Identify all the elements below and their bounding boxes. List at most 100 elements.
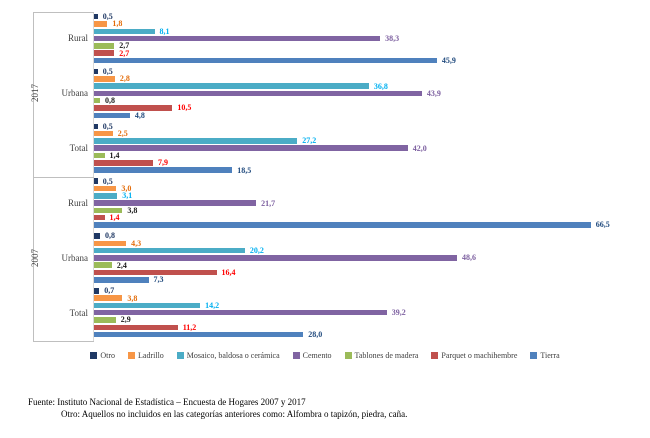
bar-mosaico-baldosa-o-cer-mica [94, 302, 201, 309]
bar-mosaico-baldosa-o-cer-mica [94, 247, 245, 254]
legend-item: Mosaico, baldosa o cerámica [176, 351, 280, 360]
footer-source-line: Fuente: Instituto Nacional de Estadístic… [28, 397, 306, 407]
bar-value-label: 2,4 [116, 260, 127, 270]
bar-tablones-de-madera [94, 152, 105, 159]
category-axis-line [93, 12, 94, 341]
bar-value-label: 42,0 [412, 143, 427, 153]
category-axis-tick-label: Urbana [61, 252, 89, 263]
bar-value-label: 28,0 [308, 330, 323, 339]
bar-value-label: 39,2 [391, 308, 406, 318]
bar-value-label: 0,8 [105, 231, 115, 241]
bar-otro [94, 68, 98, 75]
bar-value-label: 27,2 [302, 136, 317, 146]
bar-cemento [94, 90, 422, 97]
bar-cemento [94, 255, 457, 261]
bar-value-label: 2,8 [119, 74, 130, 84]
bar-value-label: 43,9 [426, 88, 441, 98]
bar-mosaico-baldosa-o-cer-mica [94, 193, 118, 199]
bar-otro [94, 123, 98, 129]
bar-tierra [94, 331, 304, 338]
bar-parquet-o-machihembre [94, 50, 115, 56]
year-separator-line [33, 12, 94, 13]
bar-tablones-de-madera [94, 207, 123, 214]
bar-value-label: 0,5 [102, 66, 113, 76]
bar-parquet-o-machihembre [94, 160, 153, 166]
bar-value-label: 3,8 [127, 205, 138, 215]
bar-parquet-o-machihembre [94, 214, 105, 221]
bar-value-label: 36,8 [373, 81, 388, 91]
bar-value-label: 1,4 [109, 150, 120, 160]
bar-mosaico-baldosa-o-cer-mica [94, 28, 155, 34]
legend-swatch-icon [128, 352, 136, 359]
bar-value-label: 4,8 [134, 110, 145, 120]
bar-value-label: 1,4 [109, 213, 120, 223]
bar-parquet-o-machihembre [94, 269, 217, 276]
bar-value-label: 2,9 [120, 315, 131, 325]
legend-item: Otro [90, 351, 115, 360]
bar-value-label: 20,2 [249, 246, 264, 255]
bar-value-label: 21,7 [261, 198, 276, 208]
bar-value-label: 14,2 [205, 300, 220, 310]
legend-swatch-icon [90, 352, 98, 359]
bar-tierra [94, 167, 233, 173]
bar-tierra [94, 57, 437, 64]
legend-item: Tierra [530, 351, 560, 360]
bar-tierra [94, 222, 591, 228]
bar-value-label: 2,7 [119, 48, 130, 58]
bar-ladrillo [94, 76, 115, 82]
legend-label: Tierra [540, 351, 560, 360]
bar-value-label: 1,8 [112, 19, 123, 29]
bar-tierra [94, 112, 130, 118]
bar-value-label: 0,5 [102, 121, 113, 131]
bar-value-label: 66,5 [595, 220, 610, 230]
bar-value-label: 8,1 [159, 26, 170, 36]
bar-mosaico-baldosa-o-cer-mica [94, 83, 369, 89]
bar-otro [94, 233, 100, 239]
category-axis-tick-label: Rural [68, 197, 88, 208]
footer-otro-note-line: Otro: Aquellos no incluidos en las categ… [61, 409, 408, 419]
legend-label: Ladrillo [138, 351, 164, 360]
bar-value-label: 7,9 [158, 158, 168, 168]
legend-label: Mosaico, baldosa o cerámica [186, 351, 280, 360]
legend-label: Cemento [302, 351, 332, 360]
category-axis-tick-label: Rural [68, 33, 88, 44]
bar-value-label: 48,6 [462, 253, 476, 263]
bar-value-label: 16,4 [221, 267, 236, 277]
bar-value-label: 2,5 [117, 129, 128, 138]
legend-item: Ladrillo [128, 351, 164, 360]
bar-value-label: 0,5 [102, 176, 113, 186]
bar-value-label: 0,7 [104, 286, 115, 296]
bar-value-label: 3,8 [127, 293, 138, 303]
bar-value-label: 0,5 [102, 12, 113, 22]
bar-ladrillo [94, 295, 123, 301]
legend-item: Cemento [292, 351, 332, 360]
bar-cemento [94, 145, 408, 151]
legend-swatch-icon [530, 352, 538, 359]
legend-swatch-icon [344, 352, 352, 359]
bar-otro [94, 13, 98, 20]
bar-value-label: 45,9 [441, 55, 456, 65]
bar-tablones-de-madera [94, 317, 116, 323]
bar-ladrillo [94, 130, 113, 137]
legend-swatch-icon [176, 352, 184, 359]
year-separator-line [33, 177, 94, 178]
bar-tablones-de-madera [94, 97, 100, 104]
multilevel-axis-vertical-line [33, 12, 34, 341]
axis-bottom-line [33, 341, 94, 342]
bar-ladrillo [94, 21, 108, 27]
bar-value-label: 3,1 [122, 191, 133, 201]
bar-ladrillo [94, 240, 127, 246]
bar-otro [94, 178, 98, 184]
bar-value-label: 18,5 [237, 165, 252, 175]
legend-swatch-icon [431, 352, 439, 359]
bar-cemento [94, 309, 387, 316]
bar-value-label: 38,3 [385, 34, 400, 43]
plot-area: 2017 Rural 0,5 1,8 8,1 38,3 2,7 2,7 45,9 Urbana 0,… [30, 12, 610, 342]
bar-tablones-de-madera [94, 43, 115, 49]
source-note: Fuente: Instituto Nacional de Estadístic… [28, 396, 407, 420]
category-axis-tick-label: Total [69, 307, 88, 318]
bar-value-label: 10,5 [177, 103, 192, 113]
legend-swatch-icon [292, 352, 300, 359]
bar-value-label: 3,0 [121, 183, 132, 193]
